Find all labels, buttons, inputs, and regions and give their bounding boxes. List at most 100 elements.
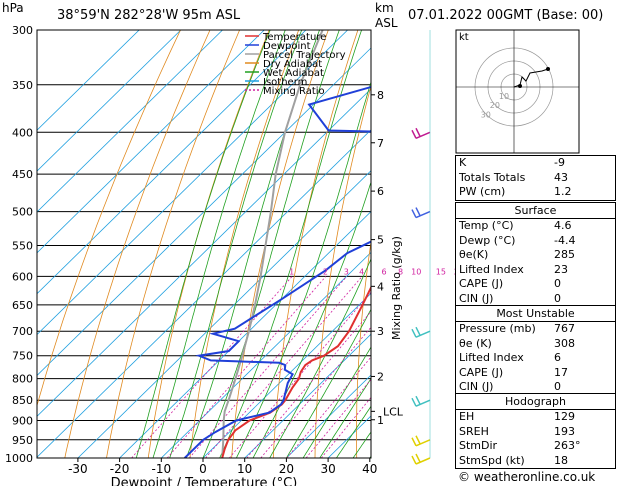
- surface-value: 4.6: [554, 219, 572, 232]
- isotherm-line: [286, 374, 371, 458]
- legend-entry: Isotherm: [263, 77, 307, 88]
- mu-value: 308: [554, 336, 575, 350]
- most-unstable-title: Most Unstable: [456, 306, 615, 322]
- surface-row: Dewp (°C) -4.4: [456, 234, 615, 249]
- index-value: 1.2: [554, 185, 572, 198]
- mu-row: CAPE (J) 17: [456, 366, 615, 381]
- index-value: 43: [554, 170, 568, 184]
- hodograph-ring-label: 30: [481, 110, 491, 119]
- wind-barb: [415, 210, 431, 219]
- location-label: 38°59'N 282°28'W 95m ASL: [57, 8, 241, 23]
- index-row: Totals Totals 43: [456, 171, 615, 186]
- legend-entry: Wet Adiabat: [263, 68, 324, 79]
- surface-label: Dewp (°C): [459, 233, 516, 247]
- wind-barb-flag: [411, 328, 417, 338]
- legend-entry: Temperature: [262, 32, 326, 43]
- mixing-ratio-label: 10: [411, 267, 421, 276]
- wind-barb-flag: [415, 326, 421, 336]
- surface-label: θe(K): [459, 248, 489, 261]
- hodograph-table: Hodograph EH 129 SREH 193 StmDir 263° StmSpd (…: [455, 393, 616, 469]
- wet-adiabat: [319, 377, 371, 458]
- dry-adiabat: [397, 30, 447, 458]
- datetime-label: 07.01.2022 00GMT (Base: 00): [408, 8, 604, 23]
- surface-row: CAPE (J) 0: [456, 277, 615, 292]
- isotherm-line: [37, 129, 371, 458]
- wet-adiabat: [269, 257, 371, 458]
- surface-row: CIN (J) 0: [456, 292, 615, 307]
- index-label: K: [459, 156, 467, 169]
- surface-value: 0: [554, 277, 561, 290]
- index-row: PW (cm) 1.2: [456, 185, 615, 200]
- wind-barb-flag: [415, 127, 421, 137]
- isotherm-line: [202, 292, 371, 458]
- pressure-tick-label: 800: [12, 373, 33, 386]
- x-tick-label: -20: [110, 462, 130, 476]
- pressure-tick-label: 500: [12, 206, 33, 219]
- mu-value: 6: [554, 351, 561, 364]
- surface-value: 285: [554, 248, 575, 261]
- hodo-row: StmSpd (kt) 18: [456, 454, 615, 469]
- legend-entry: Parcel Trajectory: [263, 50, 346, 61]
- wind-barb: [415, 457, 431, 465]
- most-unstable-table: Most Unstable Pressure (mb) 767 θe (K) 308 L…: [455, 305, 616, 396]
- hodo-label: EH: [459, 410, 475, 423]
- km-tick-label: 6: [377, 185, 384, 198]
- pressure-tick-label: 350: [12, 79, 33, 92]
- hodo-label: StmDir: [459, 439, 498, 452]
- x-tick-label: 10: [237, 462, 252, 476]
- wet-adiabat: [135, 30, 271, 458]
- mixing-ratio-line: [246, 310, 371, 458]
- km-label: km: [375, 1, 394, 15]
- wind-barb-flag: [411, 209, 417, 218]
- wet-adiabat: [152, 30, 286, 458]
- surface-row: θe(K) 285: [456, 248, 615, 263]
- surface-value: 0: [554, 291, 561, 305]
- isotherm-line: [37, 30, 223, 213]
- isotherm-line: [161, 251, 371, 458]
- x-tick-label: 30: [320, 462, 335, 476]
- x-tick-label: -30: [68, 462, 88, 476]
- wet-adiabat: [169, 30, 303, 458]
- mixing-ratio-line: [305, 378, 371, 458]
- mixing-ratio-label: 1: [289, 267, 294, 276]
- hodo-value: 263°: [554, 439, 581, 452]
- isotherm-line: [37, 30, 348, 336]
- hodograph-frame: [455, 29, 580, 154]
- pressure-tick-label: 650: [12, 299, 33, 312]
- wind-barb-flag: [415, 207, 421, 216]
- surface-value: 23: [554, 262, 568, 276]
- pressure-tick-label: 950: [12, 434, 33, 447]
- wind-barb-flag: [411, 397, 417, 407]
- surface-title: Surface: [456, 203, 615, 219]
- isotherm-line: [37, 30, 140, 131]
- mu-row: CIN (J) 0: [456, 380, 615, 395]
- hodograph-table-title: Hodograph: [456, 394, 615, 410]
- pressure-tick-label: 1000: [5, 452, 33, 465]
- wind-barb-flag: [415, 435, 421, 445]
- mixing-ratio-line: [188, 276, 348, 458]
- wind-barb-flag: [411, 129, 417, 139]
- x-axis-title: Dewpoint / Temperature (°C): [111, 476, 298, 486]
- km-tick-label: 8: [377, 89, 384, 102]
- plot-area: [37, 30, 447, 458]
- isotherm-line: [244, 333, 371, 458]
- wet-adiabat: [185, 30, 320, 458]
- wet-adiabat: [336, 405, 371, 458]
- hodo-value: 129: [554, 410, 575, 423]
- mixing-ratio-label: 15: [436, 267, 446, 276]
- pressure-tick-label: 450: [12, 168, 33, 181]
- wind-barb: [415, 439, 431, 447]
- x-tick-label: 40: [362, 462, 377, 476]
- series-dewpoint: [183, 85, 371, 458]
- mu-value: 0: [554, 380, 561, 393]
- wind-barb: [415, 399, 431, 407]
- mu-label: Pressure (mb): [459, 322, 536, 335]
- mu-row: Pressure (mb) 767: [456, 322, 615, 337]
- wind-barb: [415, 131, 431, 139]
- pressure-tick-label: 300: [12, 24, 33, 37]
- isotherm-line: [77, 170, 371, 458]
- hodo-row: EH 129: [456, 410, 615, 425]
- hodograph-unit-label: kt: [459, 32, 469, 43]
- mixing-ratio-label: 6: [382, 267, 387, 276]
